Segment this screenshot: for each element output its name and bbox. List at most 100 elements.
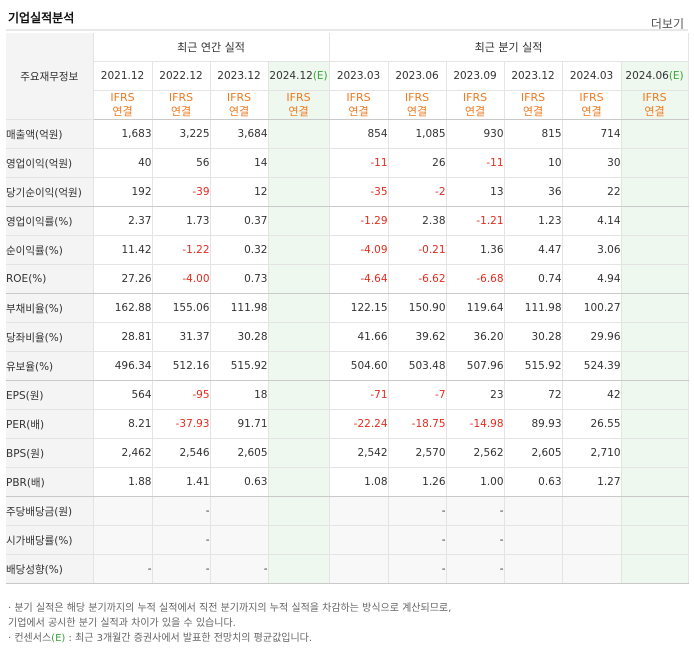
value-cell	[268, 206, 330, 236]
value-cell: 100.27	[562, 293, 622, 323]
value-cell: -	[388, 496, 447, 526]
value-cell: -71	[329, 380, 389, 410]
ifrs-line1: IFRS	[404, 91, 430, 104]
ifrs-line2: 연결	[170, 105, 192, 118]
value-cell	[621, 409, 689, 439]
value-cell: 72	[504, 380, 563, 410]
table-row: 영업이익률(%) 2.37 1.73 0.37 -1.29 2.38 -1.21 1.23 4.…	[6, 206, 689, 236]
ifrs-line1: IFRS	[579, 91, 604, 104]
value-cell: 1.08	[329, 467, 389, 497]
value-cell: 11.42	[93, 235, 153, 265]
value-cell: 714	[562, 119, 622, 149]
value-cell: -	[210, 554, 269, 584]
value-cell	[93, 496, 153, 526]
annual-header: 최근 연간 실적	[93, 33, 330, 62]
period-header: 2024.06(E)	[621, 61, 689, 91]
row-label: 매출액(억원)	[6, 119, 94, 149]
value-cell: -	[446, 525, 505, 555]
value-cell: 122.15	[329, 293, 389, 323]
value-cell: 4.14	[562, 206, 622, 236]
value-cell: -95	[152, 380, 211, 410]
value-cell: 40	[93, 148, 153, 178]
value-cell: -1.21	[446, 206, 505, 236]
title-divider	[6, 29, 688, 31]
value-cell	[621, 148, 689, 178]
value-cell: -37.93	[152, 409, 211, 439]
value-cell: 36	[504, 177, 563, 207]
ifrs-line2: 연결	[464, 105, 486, 118]
value-cell: 30.28	[210, 322, 269, 352]
value-cell	[504, 554, 563, 584]
value-cell: 0.74	[504, 264, 563, 294]
ifrs-line2: 연결	[348, 105, 369, 118]
value-cell: -	[93, 554, 153, 584]
value-cell: 1.88	[93, 467, 153, 497]
period-label: 2023.12	[217, 70, 261, 82]
ifrs-line1: IFRS	[286, 91, 311, 104]
footnote-2: 기업에서 공시한 분기 실적과 차이가 있을 수 있습니다.	[8, 618, 236, 629]
table-row: 배당성향(%) - - - - -	[6, 554, 689, 584]
value-cell	[268, 496, 330, 526]
value-cell: 2,546	[152, 438, 211, 468]
value-cell: 111.98	[210, 293, 269, 323]
value-cell: 91.71	[210, 409, 269, 439]
value-cell	[621, 206, 689, 236]
value-cell: -	[152, 496, 211, 526]
more-link[interactable]: 더보기	[650, 17, 684, 31]
footnote-3-prefix: · 컨센서스	[8, 633, 52, 644]
ifrs-label: IFRS 연결	[152, 90, 211, 120]
ifrs-line2: 연결	[112, 105, 133, 118]
value-cell	[329, 496, 389, 526]
value-cell	[268, 554, 330, 584]
value-cell: 4.47	[504, 235, 563, 265]
value-cell: 507.96	[446, 351, 505, 381]
table-row: PBR(배) 1.88 1.41 0.63 1.08 1.26 1.00 0.63 1.27	[6, 467, 689, 497]
value-cell: 1,683	[93, 119, 153, 149]
value-cell: -	[152, 525, 211, 555]
row-label: PBR(배)	[6, 467, 94, 497]
value-cell	[268, 322, 330, 352]
value-cell	[329, 554, 389, 584]
period-label: 2024.03	[569, 70, 614, 82]
value-cell: 1.41	[152, 467, 211, 497]
value-cell	[210, 525, 269, 555]
footnote-3-mark: (E)	[51, 633, 66, 644]
footnotes: · 분기 실적은 해당 분기까지의 누적 실적에서 직전 분기까지의 누적 실적…	[8, 601, 688, 646]
value-cell	[268, 177, 330, 207]
value-cell	[268, 264, 330, 294]
ifrs-line2: 연결	[288, 105, 309, 118]
value-cell: -0.21	[388, 235, 447, 265]
row-label: PER(배)	[6, 409, 94, 439]
value-cell: -14.98	[446, 409, 505, 439]
value-cell: -6.62	[388, 264, 447, 294]
value-cell: 2,570	[388, 438, 447, 468]
value-cell: 23	[446, 380, 505, 410]
value-cell: -18.75	[388, 409, 447, 439]
ifrs-label: IFRS 연결	[329, 90, 389, 120]
value-cell: -4.09	[329, 235, 389, 265]
value-cell: 18	[210, 380, 269, 410]
value-cell	[504, 496, 563, 526]
ifrs-line2: 연결	[522, 105, 544, 118]
value-cell: 2,605	[504, 438, 563, 468]
value-cell: 515.92	[504, 351, 563, 381]
value-cell: 503.48	[388, 351, 447, 381]
value-cell: 515.92	[210, 351, 269, 381]
ifrs-label: IFRS 연결	[504, 90, 563, 120]
value-cell: 3,225	[152, 119, 211, 149]
value-cell: 1.36	[446, 235, 505, 265]
footnote-3: · 컨센서스(E) : 최근 3개월간 증권사에서 발표한 전망치의 평균값입니…	[8, 631, 688, 646]
period-header: 2021.12	[93, 61, 153, 91]
period-label: 2023.03	[336, 70, 381, 82]
ifrs-line2: 연결	[581, 105, 602, 118]
value-cell: 4.94	[562, 264, 622, 294]
ifrs-line1: IFRS	[520, 91, 546, 104]
ifrs-line1: IFRS	[462, 91, 488, 104]
period-header: 2024.03	[562, 61, 622, 91]
row-label: 시가배당률(%)	[6, 525, 94, 555]
value-cell: -	[388, 554, 447, 584]
value-cell: 41.66	[329, 322, 389, 352]
value-cell: 1.00	[446, 467, 505, 497]
value-cell	[621, 380, 689, 410]
period-label: 2021.12	[100, 70, 145, 82]
